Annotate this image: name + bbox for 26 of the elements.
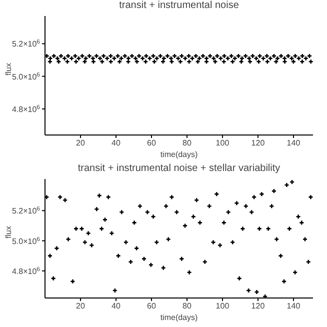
x-tick-label: 40 <box>112 302 121 311</box>
x-tick-label: 80 <box>182 302 192 311</box>
y-tick-label: 5.2×10$^{6}$ <box>12 206 41 216</box>
y-axis-title: flux <box>4 226 13 238</box>
x-tick-label: 120 <box>251 138 266 148</box>
x-axis-title: time(days) <box>160 313 198 322</box>
chart-title: transit + instrumental noise <box>118 0 240 11</box>
y-axis-title: flux <box>4 63 13 76</box>
y-tick-label: 4.8×10$^{6}$ <box>12 266 41 276</box>
x-tick-label: 80 <box>182 138 192 148</box>
x-tick-label: 20 <box>76 138 86 148</box>
x-tick-label: 20 <box>76 302 86 311</box>
y-tick-label: 4.8×10$^{6}$ <box>12 104 41 114</box>
chart-title: transit + instrumental noise + stellar variability <box>76 163 282 174</box>
x-tick-label: 140 <box>286 138 301 148</box>
y-tick-label: 5.2×10$^{6}$ <box>12 38 41 49</box>
x-tick-label: 60 <box>147 302 156 311</box>
x-tick-label: 40 <box>112 138 121 148</box>
x-tick-label: 120 <box>251 302 266 311</box>
x-tick-label: 140 <box>286 302 301 311</box>
x-tick-label: 60 <box>147 138 156 148</box>
x-axis-title: time(days) <box>160 150 198 159</box>
y-tick-label: 5.0×10$^{6}$ <box>12 236 41 246</box>
x-tick-label: 100 <box>216 138 230 148</box>
x-tick-label: 100 <box>216 302 230 311</box>
y-tick-label: 5.0×10$^{6}$ <box>12 71 41 82</box>
